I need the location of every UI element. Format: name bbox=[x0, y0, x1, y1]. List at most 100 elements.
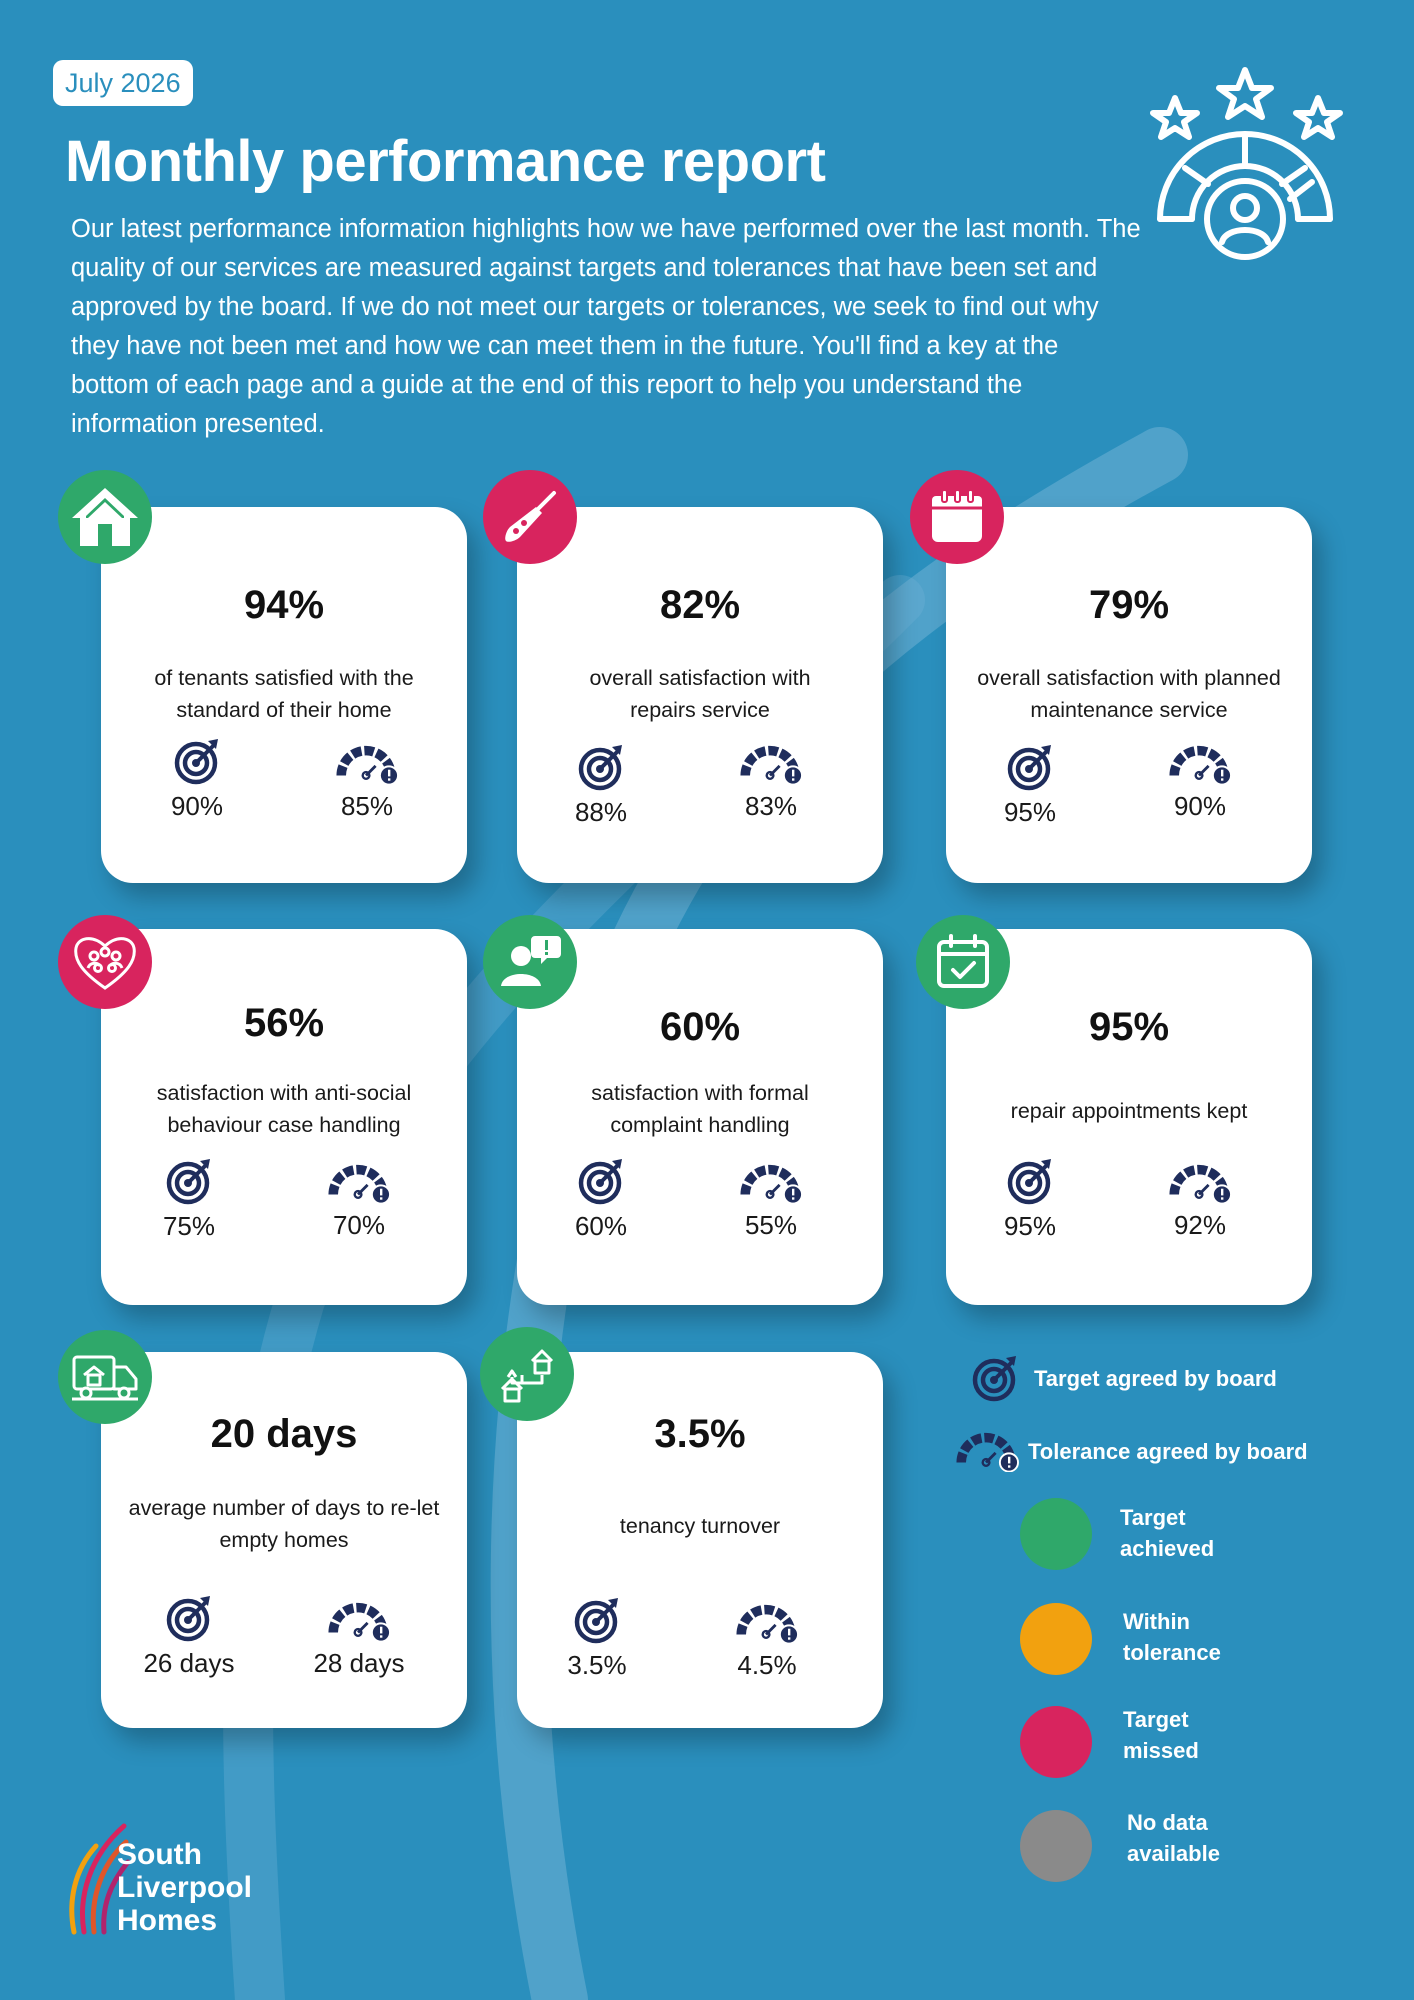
status-dot-target-missed bbox=[1020, 1706, 1092, 1778]
target-metric: 88% bbox=[531, 743, 671, 828]
target-value: 95% bbox=[1003, 797, 1057, 827]
target-metric: 60% bbox=[531, 1157, 671, 1242]
tolerance-metric: 28 days bbox=[289, 1600, 429, 1679]
house-move-icon bbox=[480, 1327, 574, 1421]
tolerance-value: 92% bbox=[1173, 1210, 1227, 1240]
target-icon bbox=[970, 1354, 1020, 1402]
legend-status-label: Target achieved bbox=[1120, 1505, 1215, 1561]
performance-rating-icon bbox=[1150, 67, 1343, 260]
kpi-value: 95% bbox=[1088, 1005, 1170, 1049]
kpi-value: 60% bbox=[659, 1005, 741, 1049]
calendar-check-icon bbox=[916, 915, 1010, 1009]
target-icon bbox=[172, 737, 222, 785]
target-metric: 95% bbox=[960, 1157, 1100, 1242]
tolerance-value: 55% bbox=[744, 1210, 798, 1240]
heart-community-icon bbox=[58, 915, 152, 1009]
legend-target: Target agreed by board bbox=[970, 1354, 1277, 1402]
calendar-icon bbox=[910, 470, 1004, 564]
tolerance-metric: 70% bbox=[289, 1162, 429, 1241]
tolerance-metric: 55% bbox=[701, 1162, 841, 1241]
intro-paragraph: Our latest performance information highl… bbox=[71, 215, 1141, 438]
target-icon bbox=[576, 1157, 626, 1205]
tolerance-gauge-icon bbox=[1167, 1162, 1233, 1204]
removal-van-icon bbox=[58, 1330, 152, 1424]
target-icon bbox=[164, 1594, 214, 1642]
target-value: 75% bbox=[162, 1211, 216, 1241]
tolerance-gauge-icon bbox=[738, 743, 804, 785]
kpi-card-repair-appointments: 95% repair appointments kept 95% 92% bbox=[946, 929, 1312, 1305]
kpi-description: satisfaction with anti-social behaviour … bbox=[156, 1081, 412, 1137]
legend-target-label: Target agreed by board bbox=[1034, 1365, 1277, 1391]
target-icon bbox=[572, 1596, 622, 1644]
status-dot-within-tolerance bbox=[1020, 1603, 1092, 1675]
kpi-value: 3.5% bbox=[654, 1412, 746, 1456]
target-value: 95% bbox=[1003, 1211, 1057, 1241]
legend-status-label: Within tolerance bbox=[1123, 1609, 1221, 1665]
target-icon bbox=[1005, 743, 1055, 791]
kpi-description: tenancy turnover bbox=[619, 1514, 781, 1538]
kpi-card-planned-maintenance: 79% overall satisfaction with planned ma… bbox=[946, 507, 1312, 883]
kpi-card-antisocial-behaviour: 56% satisfaction with anti-social behavi… bbox=[101, 929, 467, 1305]
complaint-person-icon bbox=[483, 915, 577, 1009]
tolerance-gauge-icon bbox=[738, 1162, 804, 1204]
screwdriver-icon bbox=[483, 470, 577, 564]
kpi-value: 56% bbox=[243, 1001, 325, 1045]
tolerance-value: 90% bbox=[1173, 791, 1227, 821]
kpi-card-complaint-handling: 60% satisfaction with formal complaint h… bbox=[517, 929, 883, 1305]
kpi-description: repair appointments kept bbox=[1010, 1099, 1248, 1123]
tolerance-gauge-icon bbox=[326, 1600, 392, 1642]
south-liverpool-homes-logo-icon bbox=[69, 1823, 131, 1935]
tolerance-metric: 4.5% bbox=[697, 1602, 837, 1681]
target-value: 3.5% bbox=[567, 1650, 627, 1680]
tolerance-gauge-icon bbox=[326, 1162, 392, 1204]
target-metric: 90% bbox=[127, 737, 267, 822]
kpi-card-tenancy-turnover: 3.5% tenancy turnover 3.5% 4.5% bbox=[517, 1352, 883, 1728]
legend-status-label: Target missed bbox=[1123, 1707, 1199, 1763]
logo-text: South Liverpool Homes bbox=[117, 1838, 253, 1937]
kpi-card-repairs-satisfaction: 82% overall satisfaction with repairs se… bbox=[517, 507, 883, 883]
kpi-description: average number of days to re-let empty h… bbox=[128, 1496, 440, 1552]
tolerance-gauge-icon bbox=[734, 1602, 800, 1644]
tolerance-metric: 90% bbox=[1130, 743, 1270, 822]
tolerance-gauge-icon bbox=[954, 1430, 1020, 1472]
tolerance-gauge-icon bbox=[334, 743, 400, 785]
target-value: 88% bbox=[574, 797, 628, 827]
kpi-description: of tenants satisfied with the standard o… bbox=[154, 666, 414, 722]
tolerance-gauge-icon bbox=[1167, 743, 1233, 785]
target-metric: 75% bbox=[119, 1157, 259, 1242]
tolerance-metric: 85% bbox=[297, 743, 437, 822]
status-dot-target-achieved bbox=[1020, 1498, 1092, 1570]
kpi-card-relet-days: 20 days average number of days to re-let… bbox=[101, 1352, 467, 1728]
kpi-description: satisfaction with formal complaint handl… bbox=[591, 1081, 809, 1137]
tolerance-metric: 83% bbox=[701, 743, 841, 822]
target-metric: 95% bbox=[960, 743, 1100, 828]
status-dot-no-data bbox=[1020, 1810, 1092, 1882]
house-icon bbox=[58, 470, 152, 564]
target-value: 90% bbox=[170, 791, 224, 821]
target-value: 26 days bbox=[143, 1648, 235, 1678]
tolerance-value: 28 days bbox=[313, 1648, 405, 1678]
target-metric: 26 days bbox=[119, 1594, 259, 1679]
page-title: Monthly performance report bbox=[65, 129, 826, 194]
report-date-badge: July 2026 bbox=[53, 60, 193, 106]
target-icon bbox=[1005, 1157, 1055, 1205]
target-icon bbox=[164, 1157, 214, 1205]
legend-tolerance-label: Tolerance agreed by board bbox=[1028, 1438, 1308, 1464]
tolerance-value: 85% bbox=[340, 791, 394, 821]
kpi-description: overall satisfaction with repairs servic… bbox=[589, 666, 811, 722]
legend-status-label: No data available bbox=[1127, 1810, 1220, 1866]
target-icon bbox=[576, 743, 626, 791]
target-metric: 3.5% bbox=[527, 1596, 667, 1681]
kpi-value: 20 days bbox=[210, 1412, 358, 1456]
kpi-value: 79% bbox=[1088, 583, 1170, 627]
kpi-value: 82% bbox=[659, 583, 741, 627]
kpi-card-home-satisfaction: 94% of tenants satisfied with the standa… bbox=[101, 507, 467, 883]
tolerance-value: 70% bbox=[332, 1210, 386, 1240]
target-value: 60% bbox=[574, 1211, 628, 1241]
tolerance-metric: 92% bbox=[1130, 1162, 1270, 1241]
kpi-value: 94% bbox=[243, 583, 325, 627]
legend-tolerance: Tolerance agreed by board bbox=[954, 1430, 1308, 1472]
kpi-description: overall satisfaction with planned mainte… bbox=[977, 666, 1281, 722]
tolerance-value: 83% bbox=[744, 791, 798, 821]
tolerance-value: 4.5% bbox=[737, 1650, 797, 1680]
